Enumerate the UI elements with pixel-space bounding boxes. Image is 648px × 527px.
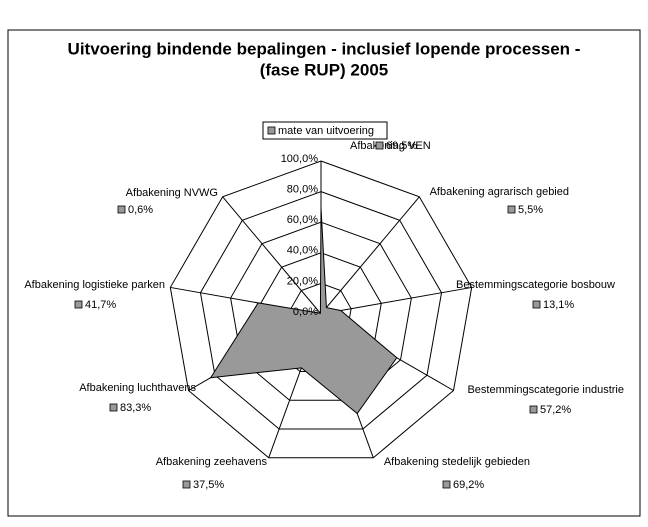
legend-box: [262, 121, 388, 140]
value-label-key: [532, 300, 541, 309]
legend-swatch: [267, 126, 276, 135]
y-tick-label: 80,0%: [287, 184, 318, 196]
value-label-key: [375, 141, 384, 150]
value-label-key: [507, 205, 516, 214]
chart-title: (fase RUP) 2005: [260, 60, 389, 79]
value-label: 37,5%: [193, 479, 224, 491]
y-tick-label: 100,0%: [281, 153, 319, 165]
value-label-key: [442, 480, 451, 489]
value-label-key: [182, 480, 191, 489]
category-label: Afbakening NVWG: [126, 187, 218, 199]
category-label: Bestemmingscategorie bosbouw: [456, 279, 615, 291]
grid-line: [230, 221, 412, 401]
axis-line: [320, 196, 420, 315]
y-tick-label: 40,0%: [287, 245, 318, 257]
legend-label: mate van uitvoering: [278, 125, 374, 137]
value-label: 69,2%: [453, 479, 484, 491]
value-label: 69,5%: [386, 140, 417, 152]
category-label: Afbakening zeehavens: [156, 456, 268, 468]
y-tick-label: 20,0%: [287, 275, 318, 287]
value-label: 57,2%: [540, 404, 571, 416]
value-label-key: [529, 405, 538, 414]
y-tick-label: 0,0%: [293, 306, 318, 318]
axis-line: [222, 196, 322, 315]
radar-area: [209, 207, 398, 415]
value-label: 5,5%: [518, 204, 543, 216]
y-tick-label: 60,0%: [287, 214, 318, 226]
value-label: 0,6%: [128, 204, 153, 216]
value-label: 83,3%: [120, 402, 151, 414]
value-label-key: [74, 300, 83, 309]
grid-line: [199, 191, 443, 430]
value-label: 41,7%: [85, 299, 116, 311]
category-label: Afbakening logistieke parken: [24, 279, 165, 291]
category-label: Afbakening VEN: [350, 140, 431, 152]
value-label-key: [117, 205, 126, 214]
category-label: Bestemmingscategorie industrie: [467, 384, 624, 396]
value-label-key: [109, 403, 118, 412]
category-label: Afbakening stedelijk gebieden: [384, 456, 530, 468]
value-label: 13,1%: [543, 299, 574, 311]
axis-line: [320, 286, 472, 315]
category-label: Afbakening agrarisch gebied: [430, 186, 569, 198]
chart-title: Uitvoering bindende bepalingen - inclusi…: [68, 39, 581, 58]
category-label: Afbakening luchthavens: [79, 382, 196, 394]
grid-line: [169, 160, 473, 459]
